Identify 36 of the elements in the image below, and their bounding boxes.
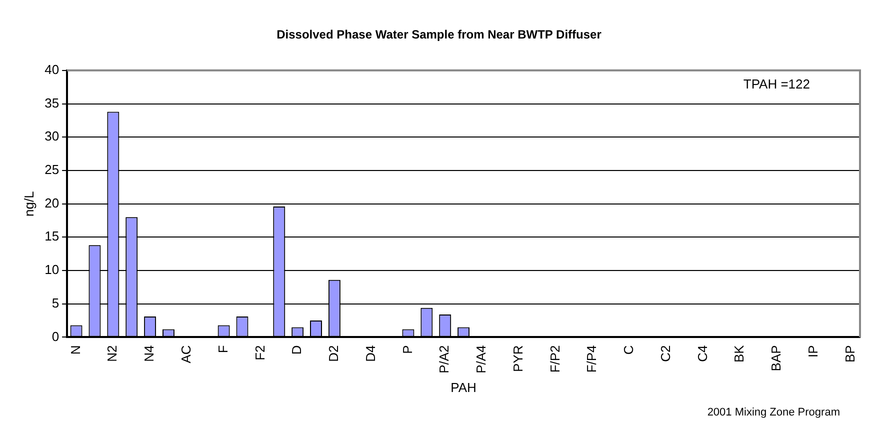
y-tick-label: 35 [44,95,60,110]
y-tick-label: 10 [44,262,60,278]
x-tick-label: D4 [362,345,378,362]
x-tick-label: BP [842,345,858,363]
x-tick-label: F/P4 [584,345,600,373]
y-tick-label: 15 [44,228,60,244]
chart-title: Dissolved Phase Water Sample from Near BWTP Diffuser [276,28,602,42]
x-tick-label: P/A4 [474,345,489,374]
x-tick-label: F2 [252,345,268,360]
x-tick-label: D [289,345,304,355]
x-tick-label: AC [178,345,194,364]
x-tick-label: F [215,345,230,354]
x-tick-label: C [621,345,636,355]
y-tick-label: 0 [52,328,60,344]
y-axis-title: ng/L [21,191,36,216]
x-tick-label: IP [805,345,820,358]
x-tick-label: N2 [104,345,120,362]
x-tick-label: C2 [658,345,673,362]
x-axis-title: PAH [450,380,476,395]
x-tick-label: C4 [694,345,710,362]
y-tick-label: 20 [44,195,60,210]
x-tick-label: BK [732,344,747,363]
text: 2001 Mixing Zone Program [707,406,840,419]
x-tick-label: F/P2 [547,345,562,373]
y-tick-label: 40 [44,62,60,77]
x-tick-label: D2 [326,345,342,362]
y-tick-label: 5 [52,295,60,310]
annotation: TPAH =122 [743,76,810,92]
y-tick-label: 25 [44,162,60,178]
x-tick-label: P [400,345,415,354]
x-tick-label: BAP [768,345,784,372]
x-tick-label: N [68,345,83,355]
x-tick-label: N4 [142,345,157,362]
x-tick-label: P/A2 [436,345,452,374]
y-tick-label: 30 [44,128,60,144]
x-tick-label: PYR [510,345,526,372]
